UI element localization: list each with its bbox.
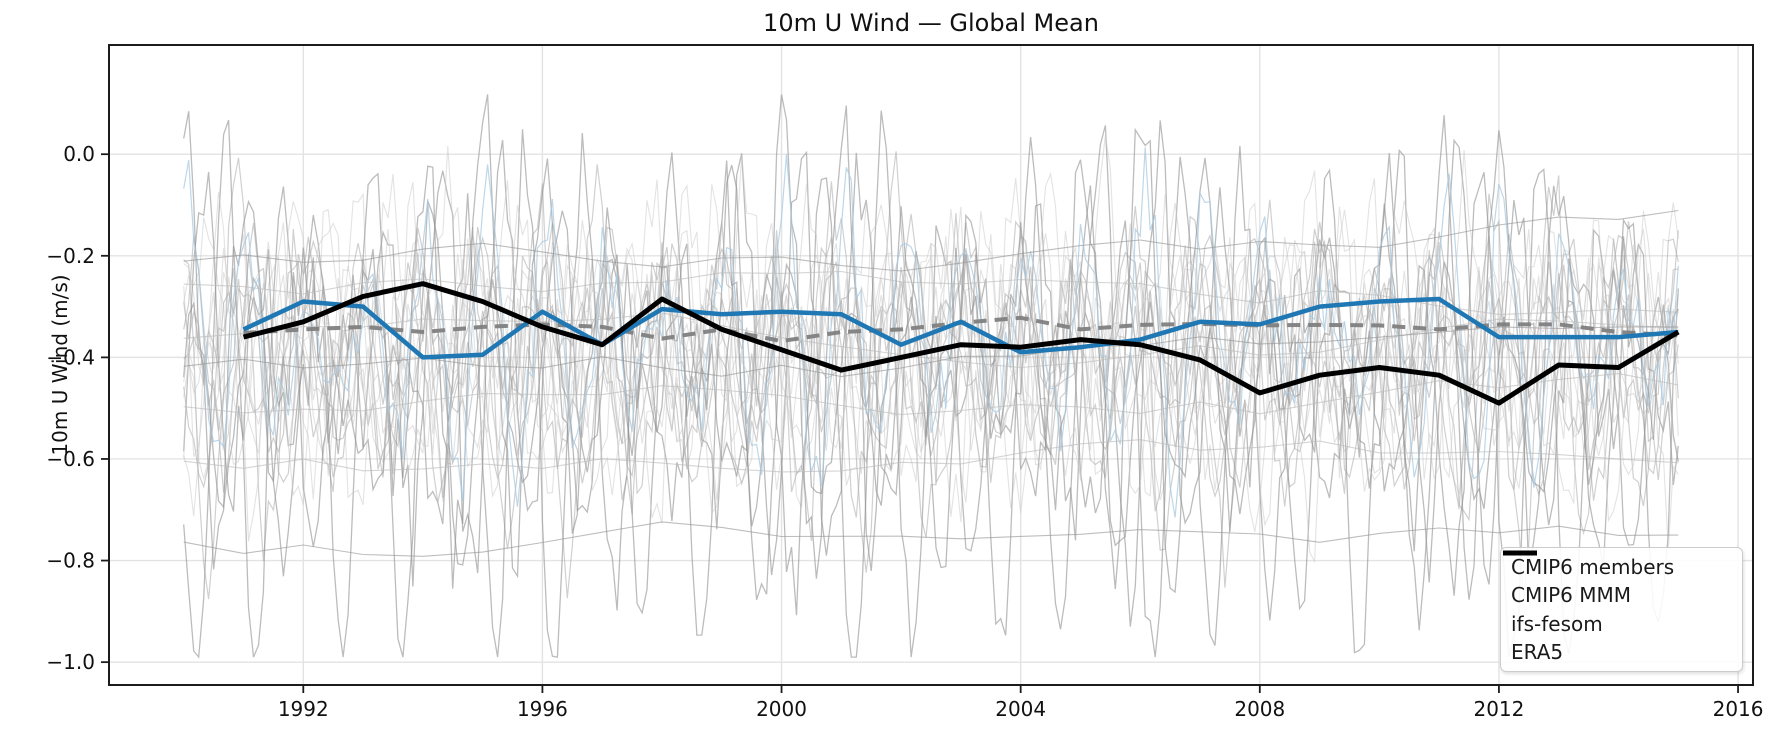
y-tick-label: −1.0 [46,650,95,674]
y-tick-label: −0.8 [46,549,95,573]
legend-label-era5: ERA5 [1511,639,1564,664]
era5-line [242,281,1680,406]
y-tick-label: −0.6 [46,447,95,471]
axes: 1992 1996 2000 2004 2008 2012 2016 0.0 −0.2 −0.4 −… [46,44,1764,721]
x-tick-label: 2004 [995,697,1046,721]
legend: CMIP6 members CMIP6 MMM ifs-fesom ERA5 [1500,547,1743,672]
legend-label-cmip6-mmm: CMIP6 MMM [1511,583,1632,608]
cmip6-member-lines [183,94,1679,659]
ifs-fesom-line [242,296,1679,360]
y-tick-label: −0.4 [46,345,95,369]
legend-item-era5: ERA5 [1503,550,1734,664]
x-tick-label: 2016 [1713,697,1764,721]
x-tick-label: 2012 [1473,697,1524,721]
y-tick-label: −0.2 [46,244,95,268]
legend-line-era5-icon [1503,550,1537,556]
main-series-lines [242,281,1680,406]
x-tick-label: 1996 [517,697,568,721]
y-tick-label: 0.0 [63,142,95,166]
legend-item-cmip6-members: CMIP6 members [1503,552,1734,580]
legend-item-cmip6-mmm: CMIP6 MMM [1503,551,1734,608]
chart-title: 10m U Wind — Global Mean [763,9,1099,37]
x-tick-label: 2000 [756,697,807,721]
x-tick-label: 2008 [1234,697,1285,721]
legend-item-ifs-fesom: ifs-fesom [1503,550,1734,636]
legend-label-cmip6-members: CMIP6 members [1511,555,1675,580]
x-tick-label: 1992 [278,697,329,721]
y-axis-label: 10m U Wind (m/s) [48,274,72,456]
legend-label-ifs-fesom: ifs-fesom [1511,611,1603,636]
